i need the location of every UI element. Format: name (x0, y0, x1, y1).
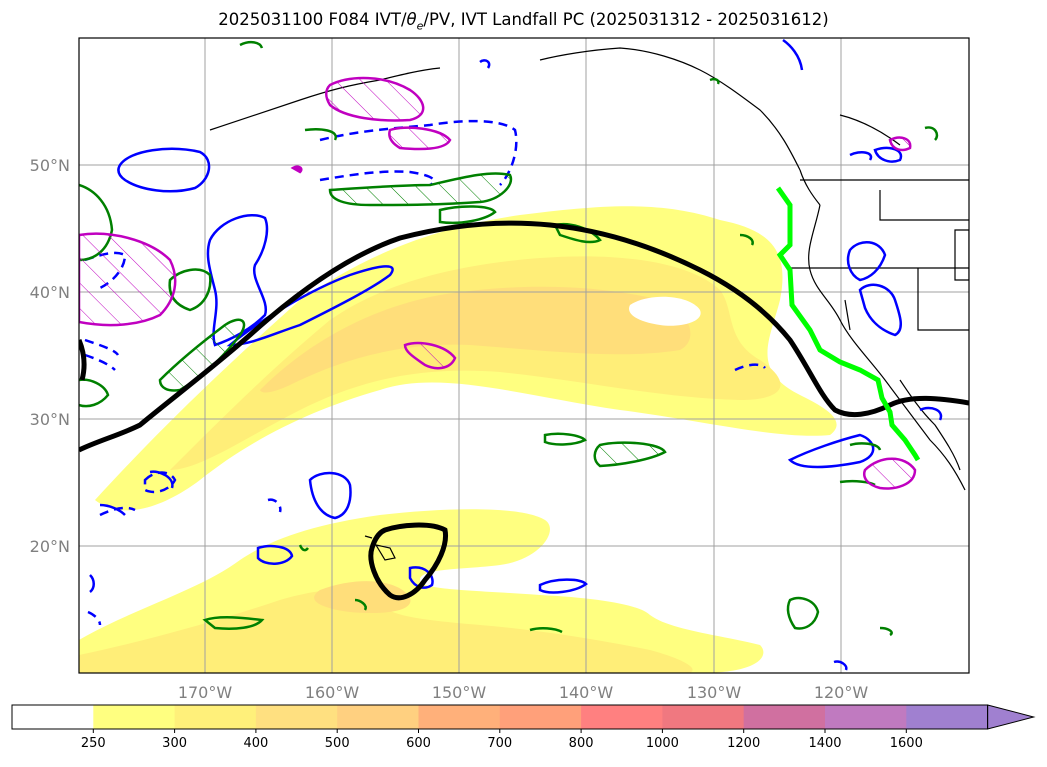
colorbar-tick-label: 300 (162, 736, 187, 751)
colorbar-segment (499, 705, 582, 729)
lat-label: 50°N (30, 156, 70, 175)
lat-label: 30°N (30, 410, 70, 429)
lon-label: 120°W (814, 683, 869, 702)
colorbar-segment (93, 705, 176, 729)
colorbar-segment (581, 705, 663, 729)
map-title: 2025031100 F084 IVT/θe/PV, IVT Landfall … (218, 10, 829, 33)
colorbar-tick-label: 500 (325, 736, 350, 751)
colorbar-segment (337, 705, 419, 729)
lon-label: 150°W (432, 683, 487, 702)
colorbar-segment (255, 705, 338, 729)
colorbar-extend-arrow (987, 704, 1036, 730)
lon-label: 130°W (687, 683, 742, 702)
colorbar: 250 300 400 500 600 700 800 1000 1200 1400 1600 (11, 704, 1036, 751)
colorbar-segment (662, 705, 745, 729)
colorbar-tick-label: 400 (243, 736, 268, 751)
colorbar-segment (743, 705, 826, 729)
colorbar-tick-label: 1000 (646, 736, 679, 751)
colorbar-tick-label: 1200 (727, 736, 760, 751)
colorbar-tick-label: 250 (81, 736, 106, 751)
graticule (79, 38, 969, 673)
lat-label: 40°N (30, 283, 70, 302)
colorbar-segment (12, 705, 94, 729)
green-hatched-areas (160, 173, 665, 466)
map-frame (78, 37, 970, 674)
ivt-landfall-line (775, 186, 921, 462)
pv-contours (79, 220, 969, 601)
lat-label: 20°N (30, 537, 70, 556)
colorbar-tick-label: 700 (487, 736, 512, 751)
colorbar-segment (825, 705, 907, 729)
colorbar-tick-label: 1600 (890, 736, 923, 751)
ivt-shading (79, 206, 837, 673)
colorbar-tick-label: 800 (569, 736, 594, 751)
colorbar-tick-label: 1400 (808, 736, 841, 751)
blue-contours (89, 38, 943, 671)
colorbar-segment (174, 705, 257, 729)
colorbar-segment (418, 705, 501, 729)
lon-label: 170°W (178, 683, 233, 702)
colorbar-tick-label: 600 (406, 736, 431, 751)
lon-label: 140°W (559, 683, 614, 702)
magenta-contours (79, 76, 917, 490)
colorbar-segment (906, 705, 989, 729)
lon-label: 160°W (305, 683, 360, 702)
